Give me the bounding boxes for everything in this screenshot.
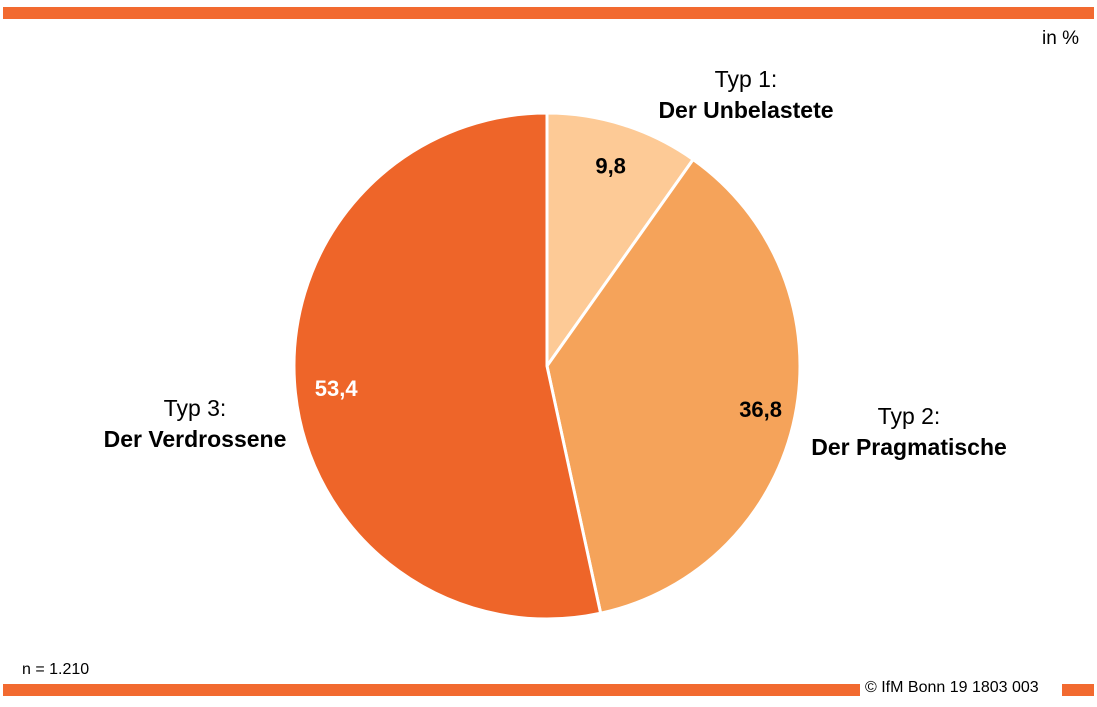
top-accent-bar <box>3 7 1094 19</box>
slice-name-typ-3: Der Verdrossene <box>103 426 287 452</box>
bottom-accent-bar-right <box>1062 684 1094 696</box>
slice-name-typ-1: Der Unbelastete <box>658 97 834 123</box>
bottom-accent-bar-left <box>3 684 860 696</box>
slice-label-typ-1: Typ 1: Der Unbelastete <box>651 64 841 126</box>
pie-slice-typ-3 <box>292 111 603 621</box>
data-label-typ-2: 36,8 <box>739 397 782 422</box>
data-label-typ-1: 9,8 <box>595 153 626 178</box>
pie-slice-typ-1 <box>545 111 695 368</box>
copyright-note: © IfM Bonn 19 1803 003 <box>865 679 1039 696</box>
slice-category-typ-3: Typ 3: <box>163 395 227 421</box>
sample-size-note: n = 1.210 <box>22 661 90 678</box>
unit-label: in % <box>1042 28 1079 49</box>
slice-category-typ-2: Typ 2: <box>877 403 941 429</box>
slice-label-typ-3: Typ 3: Der Verdrossene <box>82 393 308 455</box>
slice-name-typ-2: Der Pragmatische <box>811 434 1007 460</box>
pie-slice-typ-2 <box>545 157 802 615</box>
slice-category-typ-1: Typ 1: <box>714 66 778 92</box>
data-label-typ-3: 53,4 <box>315 376 359 401</box>
slice-label-typ-2: Typ 2: Der Pragmatische <box>800 401 1018 463</box>
